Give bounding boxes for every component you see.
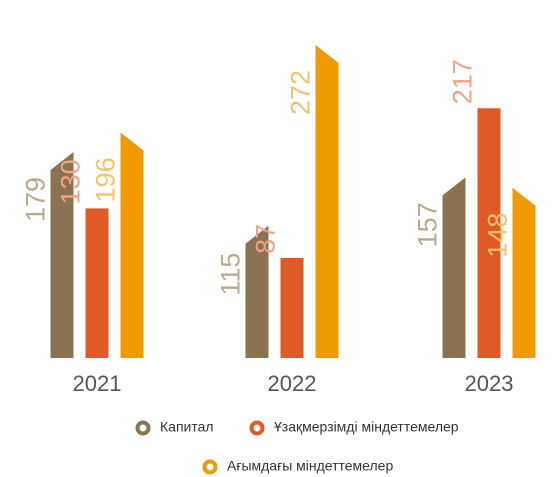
value-label: 87: [251, 224, 281, 254]
value-label: 148: [483, 213, 513, 258]
legend-marker: [202, 459, 218, 475]
bar: [477, 108, 501, 359]
bar: [280, 257, 304, 358]
year-label: 2023: [465, 371, 514, 396]
value-label: 115: [216, 253, 246, 296]
bar: [442, 177, 466, 358]
value-label: 179: [21, 177, 51, 222]
bar: [315, 45, 339, 358]
legend-label: Капитал: [160, 419, 214, 435]
legend-marker: [135, 420, 151, 436]
legend-label: Ұзақмерзімді міндеттемелер: [274, 419, 459, 435]
value-label: 157: [413, 202, 443, 247]
bar: [120, 132, 144, 358]
bar: [245, 225, 269, 358]
value-label: 196: [91, 157, 121, 202]
year-label: 2021: [73, 371, 122, 396]
value-label: 272: [286, 70, 316, 115]
year-label: 2022: [268, 371, 317, 396]
bar: [50, 152, 74, 358]
value-label: 130: [56, 159, 86, 204]
value-label: 217: [448, 59, 478, 104]
legend-marker: [249, 420, 265, 436]
bar: [512, 187, 536, 358]
bar: [85, 208, 109, 358]
legend-label: Ағымдағы міндеттемелер: [227, 458, 393, 474]
